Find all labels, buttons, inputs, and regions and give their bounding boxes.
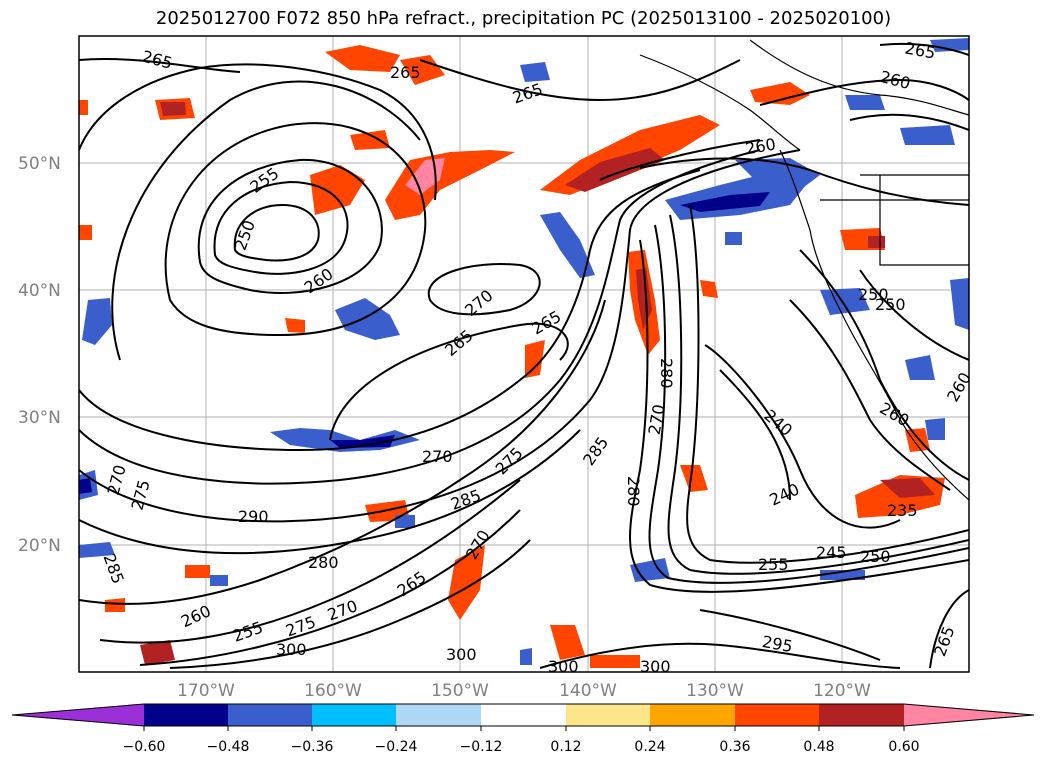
contour-label: 265 [390,63,421,82]
plot-area [79,36,969,672]
colorbar-tick-label: 0.36 [719,739,750,755]
lon-tick-label: 160°W [304,681,362,701]
colorbar-segment [396,704,481,726]
colorbar-segment [819,704,904,726]
contour-label: 300 [446,645,477,664]
colorbar: −0.60 −0.48 −0.36 −0.24 −0.12 0.12 0.24 … [11,703,1035,755]
lon-tick-label: 130°W [686,681,744,701]
colorbar-segment [650,704,735,726]
contour-label: 250 [860,547,891,566]
lat-tick-label: 40°N [18,281,61,301]
contour-label: 290 [238,507,269,526]
lon-tick-label: 170°W [177,681,235,701]
lat-tick-label: 50°N [18,154,61,174]
colorbar-extend-low [12,704,144,726]
lat-tick-label: 20°N [18,536,61,556]
colorbar-extend-high [904,704,1034,726]
contour-label: 280 [657,358,676,389]
contour-label: 280 [308,553,339,572]
colorbar-segment [228,704,313,726]
colorbar-segment [566,704,651,726]
colorbar-tick-label: 0.12 [550,739,581,755]
contour-label: 235 [887,501,918,520]
colorbar-segment [481,704,566,726]
contour-label: 300 [548,657,579,676]
map-title: 2025012700 F072 850 hPa refract., precip… [155,8,892,29]
colorbar-segment [144,704,229,726]
contour-label: 270 [422,447,453,466]
colorbar-tick-label: 0.60 [888,739,919,755]
colorbar-tick-label: 0.24 [634,739,665,755]
colorbar-tick-label: −0.36 [291,739,334,755]
contour-label: 245 [816,543,847,562]
contour-label: 250 [858,285,889,304]
lat-tick-label: 30°N [18,408,61,428]
plot-frame [78,35,970,673]
precip-shading [79,38,969,668]
lon-tick-label: 150°W [431,681,489,701]
colorbar-tick-label: −0.48 [207,739,250,755]
contour-label: 300 [276,640,307,659]
colorbar-tick-label: 0.48 [803,739,834,755]
longitude-axis: 170°W 160°W 150°W 140°W 130°W 120°W [177,681,871,701]
colorbar-segment [312,704,397,726]
colorbar-ticks [143,726,905,731]
contour-label: 255 [758,555,789,574]
contour-label: 280 [624,476,643,507]
colorbar-segment [735,704,820,726]
colorbar-tick-label: −0.12 [460,739,503,755]
lon-tick-label: 120°W [813,681,871,701]
colorbar-tick-label: −0.60 [123,739,166,755]
latitude-axis: 20°N 30°N 40°N 50°N [18,154,61,556]
contour-label: 300 [640,657,671,676]
contour-label: 250 [875,295,906,314]
coastline [639,39,969,501]
lon-tick-label: 140°W [559,681,617,701]
colorbar-tick-label: −0.24 [375,739,418,755]
